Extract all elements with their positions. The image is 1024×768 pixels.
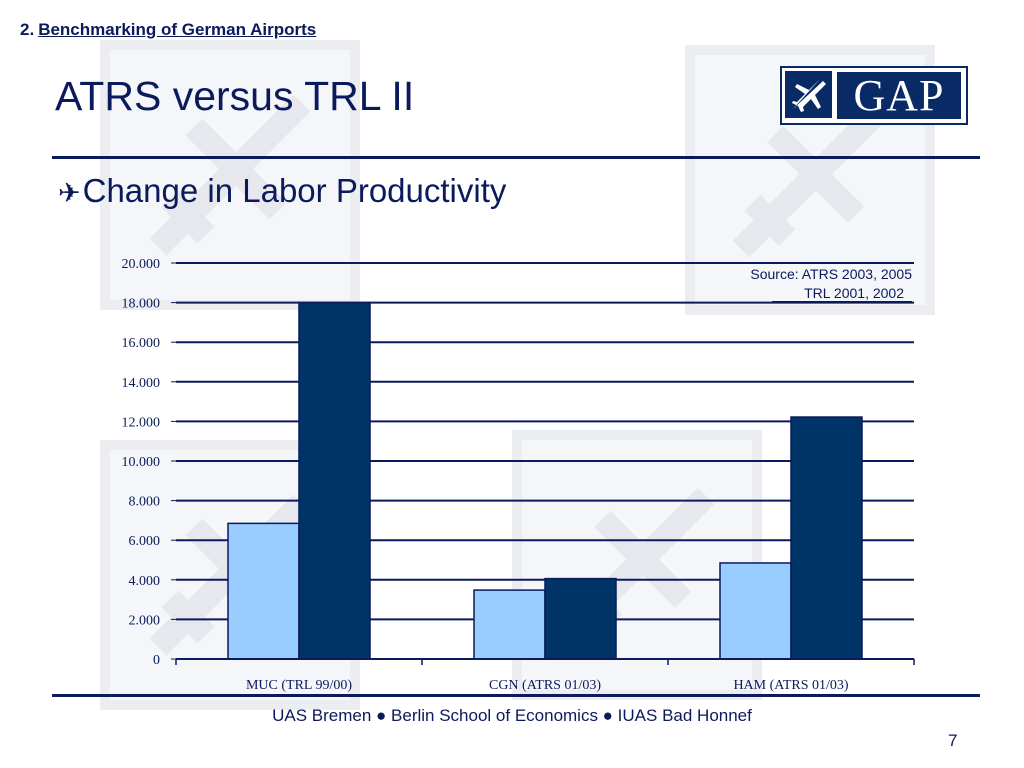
page-number: 7 [948, 731, 958, 750]
logo-text: GAP [837, 72, 961, 119]
y-tick-label: 8.000 [129, 495, 161, 510]
footer-text: UAS Bremen ● Berlin School of Economics … [272, 706, 752, 725]
subtitle-text: Change in Labor Productivity [82, 172, 507, 209]
subtitle: ✈Change in Labor Productivity [58, 172, 506, 210]
bar [719, 562, 792, 660]
bar [790, 416, 863, 660]
x-category-label: MUC (TRL 99/00) [246, 678, 352, 693]
y-tick-label: 2.000 [129, 613, 161, 628]
title-divider [52, 156, 980, 159]
bar [227, 522, 300, 660]
page-title: ATRS versus TRL II [55, 73, 415, 119]
source-line-1: Source: ATRS 2003, 2005 [750, 266, 912, 282]
y-tick-label: 18.000 [122, 297, 161, 312]
y-tick-label: 6.000 [129, 534, 161, 549]
source-underline [772, 301, 912, 302]
y-tick-label: 12.000 [122, 415, 161, 430]
section-heading: 2. Benchmarking of German Airports [20, 20, 316, 40]
section-number: 2. [20, 20, 35, 39]
source-line-2: TRL 2001, 2002 [804, 285, 904, 301]
airplane-bullet-icon: ✈ [58, 178, 81, 208]
y-tick-label: 20.000 [122, 257, 161, 272]
y-tick-label: 4.000 [129, 574, 161, 589]
y-tick-label: 16.000 [122, 336, 161, 351]
y-tick-label: 14.000 [122, 376, 161, 391]
airplane-icon [785, 71, 832, 118]
bar [544, 577, 617, 660]
footer-divider [52, 694, 980, 697]
bar [298, 301, 371, 660]
bar [473, 589, 546, 660]
y-tick-label: 10.000 [122, 455, 161, 470]
x-category-label: HAM (ATRS 01/03) [733, 678, 848, 693]
source-note: Source: ATRS 2003, 2005 TRL 2001, 2002 [700, 265, 912, 303]
x-category-label: CGN (ATRS 01/03) [489, 678, 601, 693]
watermark-plane-icon [100, 40, 360, 310]
y-tick-label: 0 [153, 653, 160, 668]
gap-logo: GAP [780, 66, 968, 125]
section-link[interactable]: Benchmarking of German Airports [38, 20, 317, 39]
